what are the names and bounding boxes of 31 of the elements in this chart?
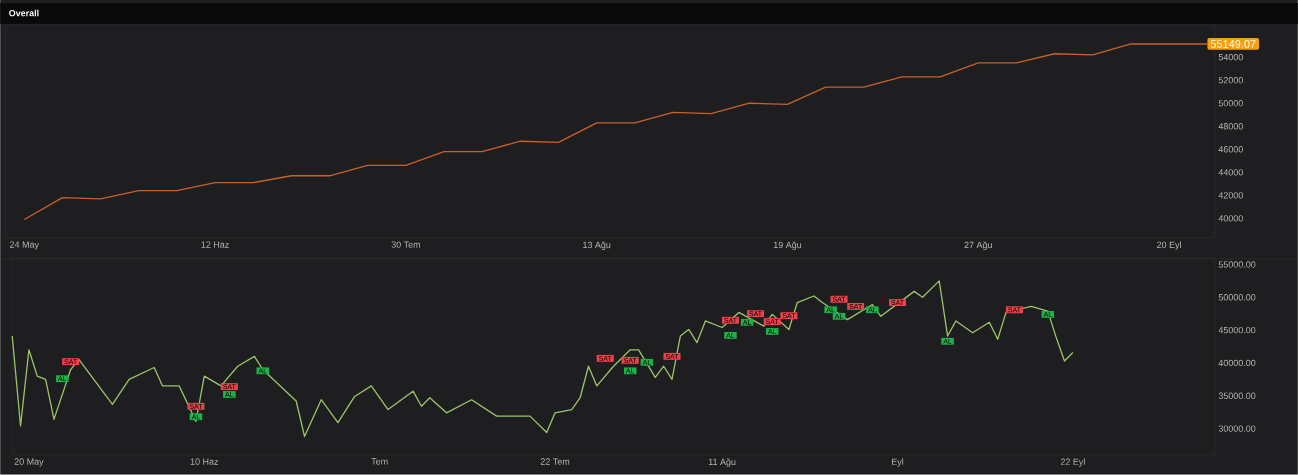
x-tick-label: 22 Tem [540, 458, 570, 465]
x-tick-label: 30 Tem [391, 241, 420, 248]
x-tick-label: 19 Ağu [773, 241, 802, 250]
y-tick-label: 50000 [1218, 100, 1243, 107]
x-tick-label: 20 May [14, 458, 44, 467]
x-tick-label: 24 May [10, 241, 39, 250]
y-tick-label: 54000 [1218, 54, 1243, 61]
y-tick-label: 40000.00 [1218, 359, 1256, 367]
chart-title: Overall [9, 9, 39, 17]
x-tick-label: 13 Ağu [583, 241, 611, 250]
y-tick-label: 52000 [1218, 77, 1243, 84]
x-tick-label: Eyl [891, 458, 904, 467]
y-tick-label: 45000.00 [1218, 327, 1256, 334]
y-tick-label: 35000.00 [1218, 392, 1256, 400]
x-tick-label: 11 Ağu [708, 458, 736, 467]
annotation: 55149.07 [1210, 40, 1256, 48]
y-tick-label: 50000.00 [1218, 294, 1256, 301]
y-tick-label: 55000.00 [1218, 261, 1256, 268]
x-tick-label: 22 Eyl [1060, 458, 1085, 467]
y-tick-label: 30000.00 [1218, 425, 1256, 432]
y-tick-label: 48000 [1218, 123, 1243, 130]
y-tick-label: 44000 [1218, 169, 1243, 176]
x-tick-label: 10 Haz [190, 458, 219, 465]
x-tick-label: 12 Haz [201, 241, 229, 248]
x-tick-label: 20 Eyl [1157, 241, 1181, 250]
y-tick-label: 42000 [1218, 192, 1243, 199]
line-series [11, 280, 1074, 438]
x-tick-label: 27 Ağu [964, 241, 992, 250]
y-tick-label: 46000 [1218, 146, 1243, 153]
y-tick-label: 40000 [1218, 215, 1243, 222]
x-tick-label: Tem [371, 458, 388, 465]
